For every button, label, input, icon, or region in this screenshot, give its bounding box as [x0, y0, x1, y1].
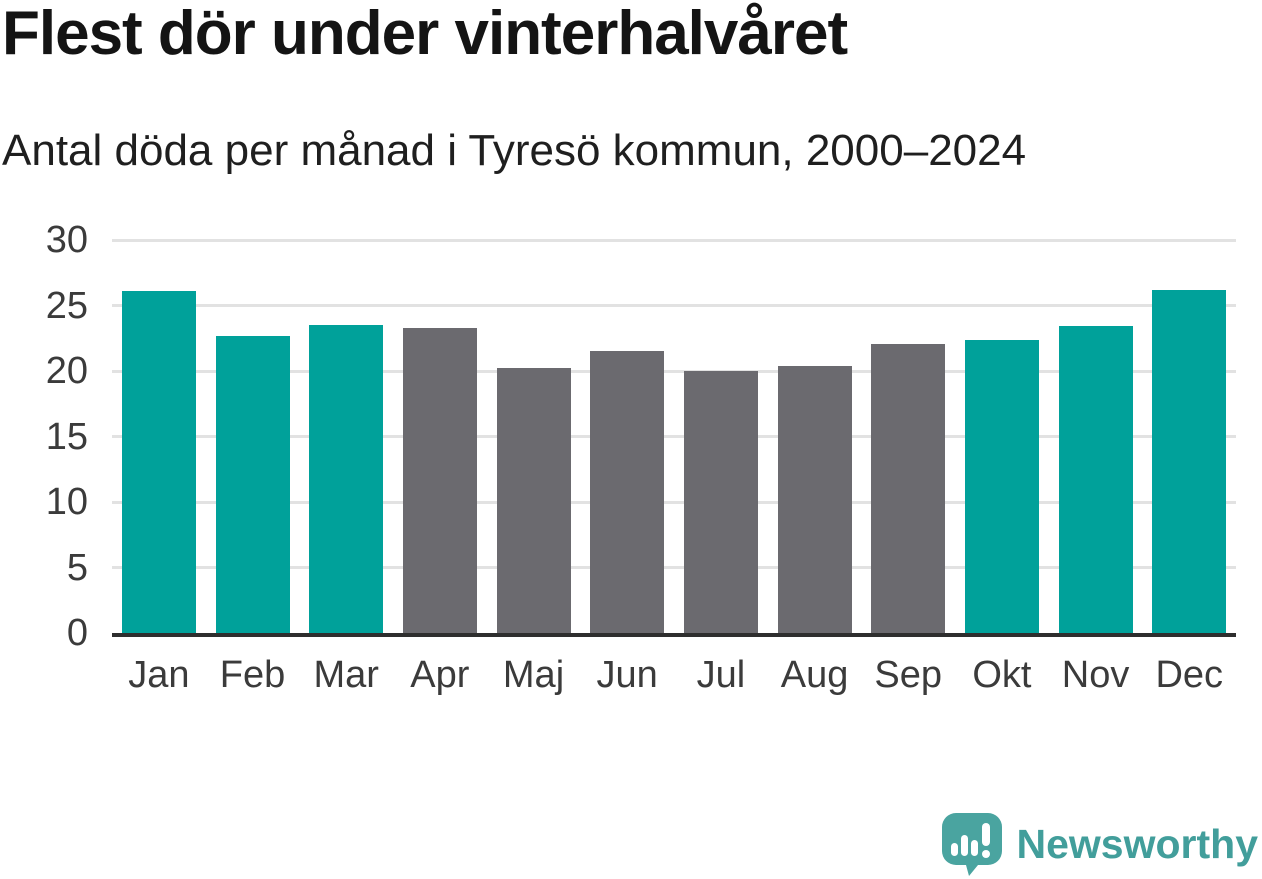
bar-jun: [590, 351, 665, 633]
x-label-apr: Apr: [410, 654, 470, 696]
bar-band-jun: [580, 240, 674, 633]
y-tick-label-25: 25: [45, 284, 88, 327]
bar-band-maj: [487, 240, 581, 633]
bar-feb: [215, 335, 290, 633]
bars-container: [112, 240, 1236, 633]
chart-title: Flest dör under vinterhalvåret: [2, 0, 848, 68]
x-label-dec: Dec: [1155, 654, 1224, 696]
bar-band-jul: [674, 240, 768, 633]
bar-band-sep: [861, 240, 955, 633]
newsworthy-logo-icon: [941, 813, 1002, 876]
y-axis: 0 5 10 15 20 25 30: [0, 219, 88, 654]
x-label-mar: Mar: [313, 654, 379, 696]
x-label-nov: Nov: [1061, 654, 1130, 696]
x-label-feb: Feb: [219, 654, 286, 696]
gridline-20: [112, 369, 1236, 373]
x-label-sep: Sep: [874, 654, 943, 696]
plot-area: [112, 238, 1236, 637]
gridline-10: [112, 500, 1236, 504]
y-tick-label-20: 20: [45, 350, 88, 392]
x-label-jun: Jun: [596, 654, 658, 696]
y-tick-label-5: 5: [66, 546, 88, 589]
bar-band-aug: [768, 240, 862, 633]
x-label-maj: Maj: [502, 654, 565, 696]
bar-dec: [1152, 289, 1227, 633]
x-label-okt: Okt: [972, 654, 1032, 696]
y-tick-label-15: 15: [45, 415, 88, 458]
brand-name: Newsworthy: [1016, 820, 1259, 867]
chart-subtitle: Antal döda per månad i Tyresö kommun, 20…: [2, 126, 1027, 175]
bar-band-jan: [112, 240, 206, 633]
gridline-5: [112, 566, 1236, 569]
bar-maj: [496, 368, 571, 633]
bar-band-nov: [1049, 240, 1143, 633]
bar-apr: [402, 327, 477, 633]
bar-chart: 0 5 10 15 20 25 30 Jan Feb Mar Apr Maj Jun Jul Aug Sep…: [0, 219, 1262, 710]
y-tick-label-30: 30: [45, 219, 88, 261]
x-axis-line: [112, 633, 1236, 637]
gridline-30: [112, 238, 1236, 242]
brand-footer: Newsworthy: [940, 811, 1259, 877]
bar-jul: [683, 371, 758, 633]
y-tick-label-0: 0: [66, 612, 88, 654]
bar-jan: [121, 291, 196, 633]
bar-nov: [1058, 326, 1133, 633]
bar-band-dec: [1142, 240, 1236, 633]
y-tick-label-10: 10: [45, 481, 88, 523]
bar-band-mar: [299, 240, 393, 633]
x-label-jan: Jan: [128, 654, 190, 696]
gridline-15: [112, 435, 1236, 438]
bar-band-apr: [393, 240, 487, 633]
x-label-aug: Aug: [780, 654, 849, 696]
gridline-25: [112, 304, 1236, 307]
bar-sep: [871, 343, 946, 633]
x-label-jul: Jul: [696, 654, 746, 696]
bar-okt: [964, 339, 1039, 633]
bar-band-okt: [955, 240, 1049, 633]
bar-aug: [777, 365, 852, 633]
bar-band-feb: [206, 240, 300, 633]
x-axis-labels: Jan Feb Mar Apr Maj Jun Jul Aug Sep Okt Nov Dec: [112, 653, 1236, 697]
bar-mar: [309, 325, 384, 633]
